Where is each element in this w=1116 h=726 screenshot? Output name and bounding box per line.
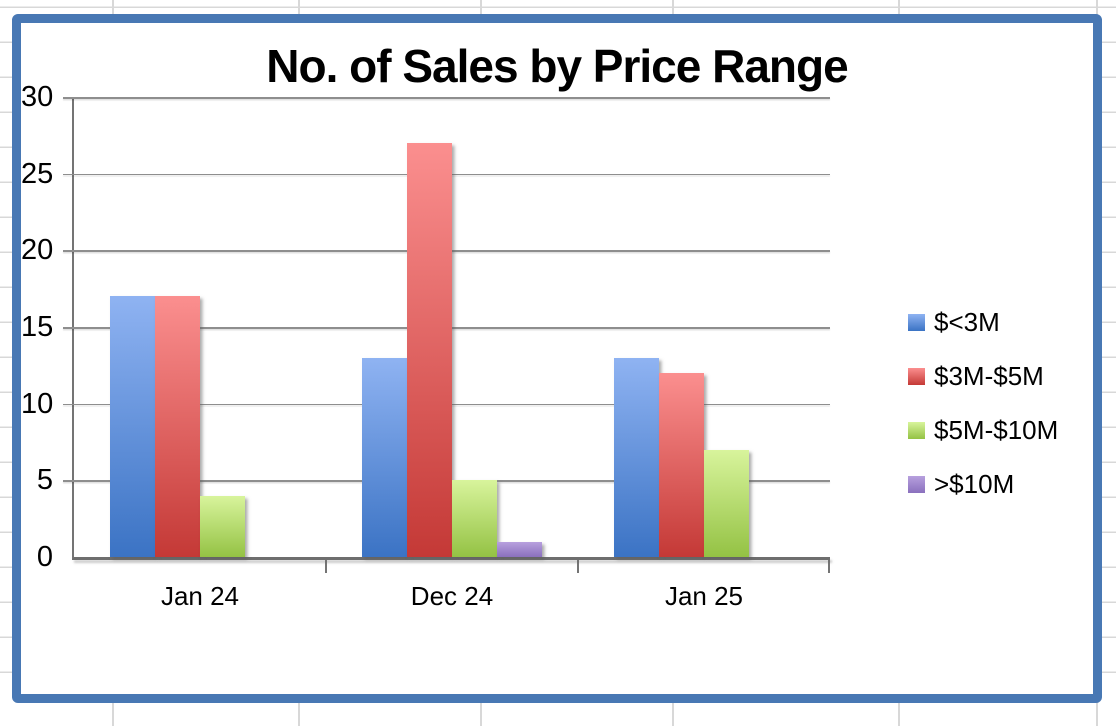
chart-object[interactable]: No. of Sales by Price Range 0 5 10 15 20 25 30… xyxy=(12,14,1102,703)
category-boundary-tick xyxy=(325,560,327,573)
bar-Jan 25-$3M-$5M[interactable] xyxy=(659,373,704,557)
bar-group-Jan 25 xyxy=(578,357,830,557)
y-axis[interactable]: 0 5 10 15 20 25 30 xyxy=(21,23,1093,694)
y-tick-label: 15 xyxy=(21,311,54,343)
y-tick-label: 0 xyxy=(36,541,53,573)
y-tick-label: 10 xyxy=(21,387,54,420)
bar-group-Dec 24 xyxy=(326,143,578,557)
legend-item-$<3M[interactable]: $<3M xyxy=(908,295,1058,349)
legend-label: $<3M xyxy=(934,306,1000,337)
legend-swatch-icon xyxy=(908,367,925,385)
x-tick-label-Dec 24: Dec 24 xyxy=(410,581,494,611)
x-tick-label-Jan 25: Jan 25 xyxy=(664,581,744,611)
y-tick-label: 30 xyxy=(21,81,54,113)
bar-Dec 24-$3M-$5M[interactable] xyxy=(407,143,452,557)
legend-swatch-icon xyxy=(908,313,925,331)
legend-label: >$10M xyxy=(934,468,1015,499)
legend-swatch-icon xyxy=(908,421,925,439)
x-axis-labels[interactable]: Jan 24 Dec 24 Jan 25 xyxy=(74,581,830,612)
bar-groups xyxy=(74,97,830,557)
bar-Jan 24-$<3M[interactable] xyxy=(110,296,155,557)
bar-Dec 24-$5M-$10M[interactable] xyxy=(452,480,497,557)
bar-Jan 24-$3M-$5M[interactable] xyxy=(155,296,200,557)
category-boundary-tick xyxy=(828,560,830,573)
bar-group-Jan 24 xyxy=(74,296,326,557)
legend-label: $5M-$10M xyxy=(934,414,1059,445)
bar-Jan 25-$5M-$10M[interactable] xyxy=(704,449,749,557)
bar-Jan 24-$5M-$10M[interactable] xyxy=(200,495,245,557)
bar-Dec 24->$10M[interactable] xyxy=(497,541,542,557)
legend-label: $3M-$5M xyxy=(934,360,1044,391)
chart-legend[interactable]: $<3M $3M-$5M $5M-$10M >$10M xyxy=(908,295,1058,511)
plot-area[interactable]: Jan 24 Dec 24 Jan 25 xyxy=(63,97,830,611)
category-boundary-tick xyxy=(577,560,579,573)
y-tick-label: 5 xyxy=(36,464,53,497)
legend-item-$3M-$5M[interactable]: $3M-$5M xyxy=(908,349,1058,403)
bar-Dec 24-$<3M[interactable] xyxy=(362,357,407,557)
gridline-30 xyxy=(63,97,830,99)
x-tick-label-Jan 24: Jan 24 xyxy=(160,581,240,611)
y-tick-label: 20 xyxy=(21,234,54,267)
legend-item->$10M[interactable]: >$10M xyxy=(908,457,1058,511)
legend-swatch-icon xyxy=(908,475,925,493)
legend-item-$5M-$10M[interactable]: $5M-$10M xyxy=(908,403,1058,457)
y-tick-label: 25 xyxy=(21,157,54,190)
chart-title[interactable]: No. of Sales by Price Range xyxy=(266,40,848,92)
bar-Jan 25-$<3M[interactable] xyxy=(614,357,659,557)
